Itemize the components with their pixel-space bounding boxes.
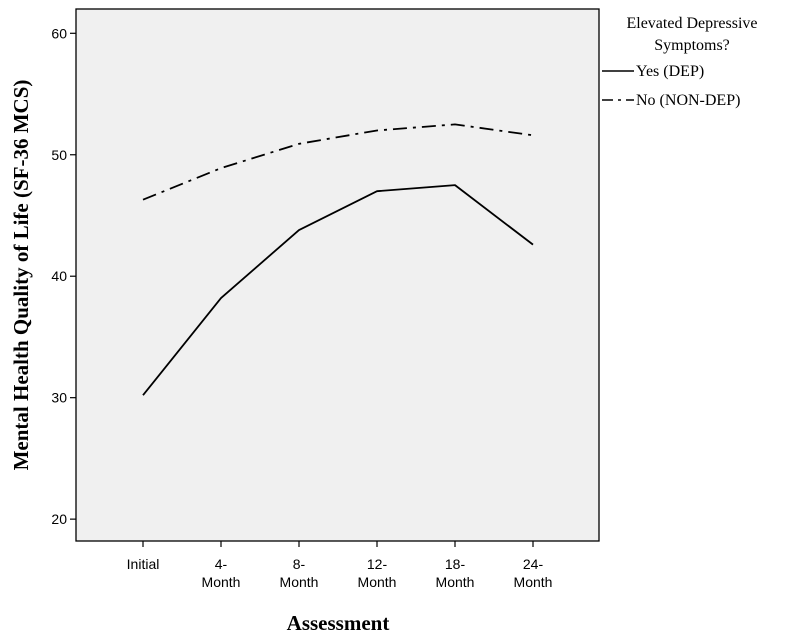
x-axis-title: Assessment [287,611,390,635]
x-tick-label-line: Month [514,574,553,590]
legend-label-nondep: No (NON-DEP) [636,92,740,109]
legend: Elevated Depressive Symptoms? Yes (DEP) … [602,15,758,109]
x-tick-label-line: Month [436,574,475,590]
y-tick-label: 60 [51,25,67,41]
x-axis: Initial 4-Month8-Month12-Month18-Month24-… [127,541,553,590]
x-tick-label: 12- Month [358,556,397,590]
series-line-dep [142,184,534,396]
x-tick-label-line: 8- [293,556,306,572]
y-tick-label: 30 [51,390,67,406]
x-tick-label: Initial [127,556,160,572]
y-tick-label: 50 [51,147,67,163]
y-axis: 20 30 40 50 60 [51,25,76,527]
x-tick-label-line: 4- [215,556,228,572]
legend-title-line-2: Symptoms? [654,37,730,54]
x-tick-label-line: Initial [127,556,160,572]
x-tick-label-line: Month [280,574,319,590]
x-tick-label-line: Month [202,574,241,590]
x-tick-label: 8- Month [280,556,319,590]
y-axis-title: Mental Health Quality of Life (SF-36 MCS… [9,80,33,471]
y-tick-label: 20 [51,511,67,527]
y-tick-label: 40 [51,268,67,284]
x-tick-label-line: 18- [445,556,466,572]
legend-title-line-1: Elevated Depressive [626,15,757,32]
x-tick-label-line: 12- [367,556,388,572]
x-tick-label-line: Month [358,574,397,590]
x-tick-label: 18- Month [436,556,475,590]
x-tick-label: 24- Month [514,556,553,590]
series-line-nondep [142,123,534,201]
plot-area [75,8,600,542]
legend-label-dep: Yes (DEP) [636,63,704,80]
x-tick-label: 4- Month [202,556,241,590]
x-tick-label-line: 24- [523,556,544,572]
series-layer [142,123,534,396]
